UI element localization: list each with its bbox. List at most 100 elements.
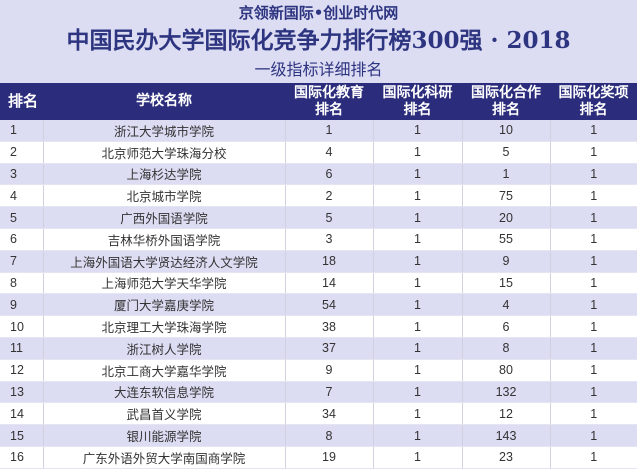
- cell-school-name: 广东外语外贸大学南国商学院: [43, 446, 286, 469]
- table-row: 16 广东外语外贸大学南国商学院 19 1 23 1: [0, 446, 637, 469]
- cell-rank: 15: [0, 424, 44, 447]
- cell-school-name: 浙江树人学院: [43, 337, 286, 360]
- cell-coop-rank: 9: [462, 250, 551, 273]
- cell-rank: 10: [0, 315, 44, 338]
- page-subtitle: 一级指标详细排名: [254, 60, 383, 79]
- cell-school-name: 北京工商大学嘉华学院: [43, 359, 286, 382]
- cell-coop-rank: 1: [462, 163, 551, 186]
- cell-research-rank: 1: [373, 402, 463, 426]
- cell-edu-rank: 2: [285, 184, 374, 208]
- cell-edu-rank: 18: [285, 250, 374, 273]
- cell-edu-rank: 5: [285, 206, 374, 229]
- table-row: 1 浙江大学城市学院 1 1 10 1: [0, 120, 637, 142]
- cell-research-rank: 1: [373, 446, 463, 469]
- cell-awards-rank: 1: [550, 337, 637, 360]
- cell-edu-rank: 6: [285, 163, 374, 186]
- cell-rank: 6: [0, 228, 44, 251]
- cell-awards-rank: 1: [550, 315, 637, 338]
- cell-rank: 5: [0, 206, 44, 229]
- cell-rank: 14: [0, 402, 44, 426]
- cell-rank: 3: [0, 163, 44, 186]
- cell-research-rank: 1: [373, 250, 463, 273]
- cell-coop-rank: 15: [462, 272, 551, 295]
- cell-awards-rank: 1: [550, 120, 637, 142]
- cell-edu-rank: 54: [285, 293, 374, 317]
- cell-coop-rank: 55: [462, 228, 551, 251]
- column-header-research-rank: 国际化科研 排名: [373, 83, 462, 120]
- cell-research-rank: 1: [373, 272, 463, 295]
- cell-awards-rank: 1: [550, 184, 637, 208]
- cell-research-rank: 1: [373, 141, 463, 164]
- cell-awards-rank: 1: [550, 446, 637, 469]
- table-header-row: 排名 学校名称 国际化教育 排名 国际化科研 排名 国际化合作 排名 国际化奖项 排名: [0, 83, 637, 120]
- cell-edu-rank: 8: [285, 424, 374, 447]
- cell-research-rank: 1: [373, 184, 463, 208]
- cell-school-name: 浙江大学城市学院: [43, 120, 286, 142]
- cell-awards-rank: 1: [550, 402, 637, 426]
- page-title: 中国民办大学国际化竞争力排行榜300强 · 2018: [66, 27, 571, 54]
- cell-school-name: 上海杉达学院: [43, 163, 286, 186]
- cell-school-name: 武昌首义学院: [43, 402, 286, 426]
- cell-coop-rank: 8: [462, 337, 551, 360]
- cell-rank: 1: [0, 120, 44, 142]
- cell-school-name: 北京理工大学珠海学院: [43, 315, 286, 338]
- cell-edu-rank: 7: [285, 381, 374, 404]
- cell-rank: 9: [0, 293, 44, 317]
- cell-research-rank: 1: [373, 163, 463, 186]
- cell-awards-rank: 1: [550, 141, 637, 164]
- cell-coop-rank: 4: [462, 293, 551, 317]
- table-row: 8 上海师范大学天华学院 14 1 15 1: [0, 272, 637, 295]
- column-header-school-name: 学校名称: [43, 83, 285, 120]
- cell-rank: 12: [0, 359, 44, 382]
- cell-school-name: 银川能源学院: [43, 424, 286, 447]
- cell-coop-rank: 10: [462, 120, 551, 142]
- cell-edu-rank: 38: [285, 315, 374, 338]
- table-row: 15 银川能源学院 8 1 143 1: [0, 424, 637, 447]
- cell-research-rank: 1: [373, 206, 463, 229]
- cell-rank: 8: [0, 272, 44, 295]
- cell-coop-rank: 80: [462, 359, 551, 382]
- cell-research-rank: 1: [373, 293, 463, 317]
- cell-school-name: 北京师范大学珠海分校: [43, 141, 286, 164]
- title-banner: 京领新国际•创业时代网 中国民办大学国际化竞争力排行榜300强 · 2018 一…: [0, 0, 637, 83]
- cell-coop-rank: 143: [462, 424, 551, 447]
- table-row: 9 厦门大学嘉庚学院 54 1 4 1: [0, 293, 637, 317]
- cell-rank: 4: [0, 184, 44, 208]
- table-row: 2 北京师范大学珠海分校 4 1 5 1: [0, 141, 637, 164]
- cell-school-name: 大连东软信息学院: [43, 381, 286, 404]
- cell-research-rank: 1: [373, 337, 463, 360]
- cell-awards-rank: 1: [550, 359, 637, 382]
- table-row: 11 浙江树人学院 37 1 8 1: [0, 337, 637, 360]
- cell-awards-rank: 1: [550, 293, 637, 317]
- cell-coop-rank: 75: [462, 184, 551, 208]
- table-row: 6 吉林华桥外国语学院 3 1 55 1: [0, 228, 637, 251]
- cell-edu-rank: 4: [285, 141, 374, 164]
- cell-school-name: 厦门大学嘉庚学院: [43, 293, 286, 317]
- cell-school-name: 北京城市学院: [43, 184, 286, 208]
- cell-school-name: 吉林华桥外国语学院: [43, 228, 286, 251]
- cell-awards-rank: 1: [550, 381, 637, 404]
- cell-research-rank: 1: [373, 381, 463, 404]
- site-name: 京领新国际•创业时代网: [238, 4, 399, 22]
- cell-awards-rank: 1: [550, 424, 637, 447]
- cell-school-name: 上海外国语大学贤达经济人文学院: [43, 250, 286, 273]
- cell-research-rank: 1: [373, 315, 463, 338]
- column-header-awards-rank: 国际化奖项 排名: [550, 83, 637, 120]
- cell-edu-rank: 37: [285, 337, 374, 360]
- table-row: 10 北京理工大学珠海学院 38 1 6 1: [0, 315, 637, 338]
- cell-edu-rank: 34: [285, 402, 374, 426]
- table-row: 14 武昌首义学院 34 1 12 1: [0, 402, 637, 426]
- cell-rank: 11: [0, 337, 44, 360]
- cell-edu-rank: 1: [285, 120, 374, 142]
- table-row: 12 北京工商大学嘉华学院 9 1 80 1: [0, 359, 637, 382]
- cell-coop-rank: 23: [462, 446, 551, 469]
- cell-coop-rank: 5: [462, 141, 551, 164]
- cell-school-name: 上海师范大学天华学院: [43, 272, 286, 295]
- cell-research-rank: 1: [373, 424, 463, 447]
- cell-coop-rank: 132: [462, 381, 551, 404]
- ranking-table: 排名 学校名称 国际化教育 排名 国际化科研 排名 国际化合作 排名 国际化奖项 排名 …: [0, 83, 637, 469]
- cell-awards-rank: 1: [550, 206, 637, 229]
- table-row: 13 大连东软信息学院 7 1 132 1: [0, 381, 637, 404]
- cell-research-rank: 1: [373, 359, 463, 382]
- cell-rank: 13: [0, 381, 44, 404]
